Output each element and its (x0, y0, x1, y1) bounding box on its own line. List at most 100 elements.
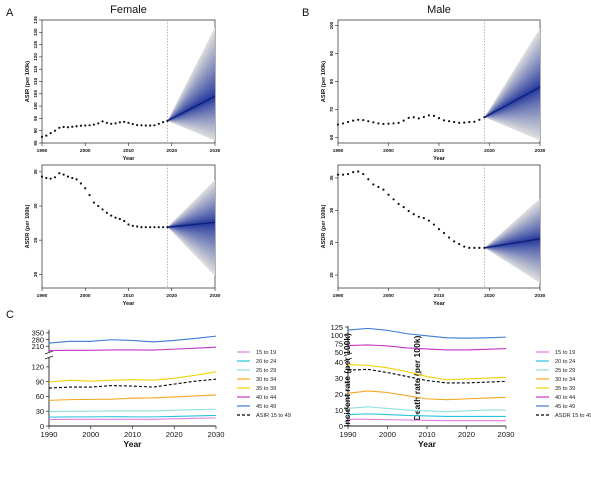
axis-break-mark (343, 357, 353, 362)
observed-point (58, 126, 61, 129)
observed-point (92, 123, 95, 126)
observed-point (478, 118, 481, 121)
legend-label: ASDR 15 to 49 (555, 413, 591, 419)
observed-point (402, 205, 405, 209)
series-line (347, 327, 507, 339)
observed-point (377, 185, 380, 189)
x-axis-label: Year (418, 439, 437, 449)
observed-point (92, 201, 95, 204)
observed-point (417, 117, 420, 120)
observed-point (412, 116, 415, 119)
observed-point (407, 116, 410, 119)
chart-female-asir: 1990 2000 2010 2020 2030 85 90 95 100 105 110 115 12… (25, 4, 221, 162)
x-tick-label: 2030 (535, 148, 546, 154)
series-line (48, 335, 217, 344)
x-tick-label: 2000 (383, 293, 394, 299)
observed-point (40, 135, 44, 138)
y-tick-label: 50 (335, 348, 343, 357)
x-tick-label: 2010 (419, 430, 436, 439)
x-tick-label: 2020 (166, 430, 183, 439)
observed-point (153, 226, 156, 229)
observed-point (153, 124, 156, 127)
observed-point (357, 118, 360, 121)
panel-letter-a: A (6, 7, 14, 19)
observed-point (473, 246, 476, 249)
observed-point (432, 114, 436, 117)
y-tick-label: 100 (329, 21, 334, 29)
y-tick-label: 30 (329, 207, 334, 213)
x-tick-label: 1990 (333, 148, 344, 154)
observed-point (105, 211, 108, 214)
observed-point (483, 116, 486, 119)
observed-point (463, 245, 466, 248)
y-tick-label: 30 (36, 407, 44, 416)
forecast-band (484, 236, 540, 248)
observed-point (84, 187, 87, 190)
observed-point (432, 223, 436, 226)
forecast-band (484, 81, 540, 118)
x-tick-label: 1990 (340, 430, 357, 439)
x-tick-label: 1990 (333, 293, 344, 299)
observed-point (407, 209, 410, 213)
y-tick-label: 120 (33, 53, 38, 61)
observed-point (162, 120, 165, 124)
observed-point (463, 121, 466, 124)
y-tick-label: 125 (331, 323, 343, 332)
observed-point (45, 176, 48, 180)
x-tick-label: 2000 (383, 148, 394, 154)
forecast-band (484, 235, 540, 248)
observed-point (110, 214, 113, 217)
y-tick-label: 100 (331, 331, 343, 340)
observed-point (114, 216, 117, 219)
y-tick-label: 135 (33, 16, 38, 24)
x-tick-label: 2000 (80, 293, 91, 299)
plot-area: 1990 2000 2010 2020 203085909510010511011512… (25, 4, 591, 449)
legend-label: 20 to 24 (256, 359, 276, 365)
y-tick-label: 130 (33, 28, 38, 36)
observed-point (88, 193, 91, 197)
observed-point (140, 226, 143, 229)
forecast-mean-line (167, 221, 216, 228)
y-tick-label: 280 (32, 335, 44, 344)
y-axis-label: ASDR (per 100k) (321, 204, 327, 248)
observed-point (66, 175, 70, 178)
y-tick-label: 95 (33, 115, 38, 121)
observed-point (367, 120, 370, 123)
y-tick-label: 10 (335, 406, 343, 415)
x-axis-label: Year (433, 156, 446, 162)
y-tick-label: 110 (33, 77, 38, 85)
x-tick-label: 2020 (458, 430, 475, 439)
observed-point (105, 121, 108, 124)
forecast-band (484, 76, 540, 118)
observed-point (71, 125, 74, 128)
series-line (48, 378, 217, 389)
observed-point (372, 121, 375, 124)
y-tick-label: 75 (335, 340, 343, 349)
chart-female-asdr: 1990 2000 2010 2020 2030 20 25 30 35 Year ASDR (pe… (25, 164, 221, 307)
x-axis-label: Year (433, 301, 446, 307)
legend-label: 40 to 44 (256, 395, 276, 401)
legend-label: 45 to 49 (555, 404, 575, 410)
y-tick-label: 20 (329, 272, 334, 278)
legend-label: 15 to 19 (256, 350, 276, 356)
y-tick-label: 350 (32, 329, 44, 338)
forecast-band (167, 89, 215, 121)
observed-point (427, 219, 430, 222)
y-tick-label: 25 (329, 240, 334, 246)
forecast-band (167, 83, 215, 121)
observed-point (347, 172, 350, 176)
y-tick-label: 80 (329, 79, 334, 85)
observed-point (437, 227, 441, 231)
observed-point (140, 124, 143, 127)
x-tick-label: 1990 (41, 430, 58, 439)
observed-point (392, 198, 395, 201)
observed-point (40, 175, 44, 178)
legend-label: 30 to 34 (555, 377, 575, 383)
observed-point (442, 231, 446, 235)
observed-point (397, 121, 400, 124)
observed-point (97, 122, 100, 125)
observed-point (336, 173, 340, 176)
observed-point (49, 132, 52, 135)
series-line (347, 368, 507, 384)
y-tick-label: 0 (40, 422, 44, 431)
